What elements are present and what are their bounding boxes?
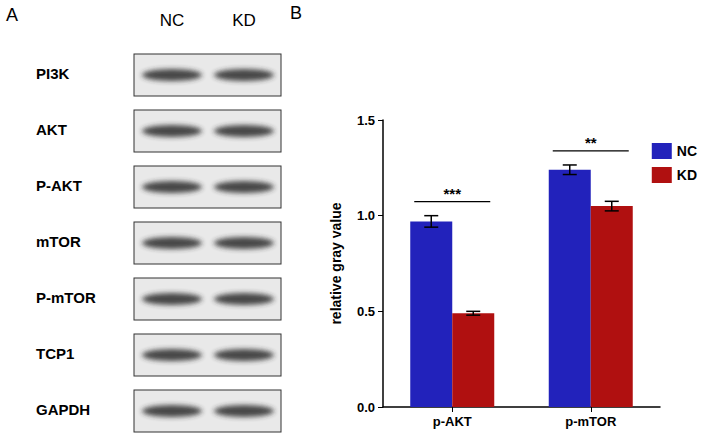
svg-text:1.0: 1.0: [357, 208, 375, 223]
svg-text:**: **: [585, 134, 597, 151]
svg-text:TCP1: TCP1: [36, 345, 74, 362]
svg-text:P-mTOR: P-mTOR: [36, 289, 96, 306]
svg-text:1.5: 1.5: [357, 113, 375, 128]
svg-text:A: A: [6, 5, 18, 25]
svg-text:KD: KD: [677, 167, 697, 183]
svg-text:PI3K: PI3K: [36, 65, 70, 82]
svg-text:B: B: [290, 3, 302, 23]
svg-text:GAPDH: GAPDH: [36, 401, 90, 418]
svg-text:p-mTOR: p-mTOR: [565, 414, 617, 429]
svg-text:0.5: 0.5: [357, 304, 375, 319]
svg-text:mTOR: mTOR: [36, 233, 81, 250]
svg-text:***: ***: [443, 185, 461, 202]
svg-text:0.0: 0.0: [357, 400, 375, 415]
svg-text:NC: NC: [160, 11, 185, 30]
svg-text:P-AKT: P-AKT: [36, 177, 82, 194]
svg-text:NC: NC: [677, 143, 697, 159]
svg-text:p-AKT: p-AKT: [433, 414, 472, 429]
svg-text:KD: KD: [232, 11, 256, 30]
svg-text:relative gray value: relative gray value: [328, 202, 344, 324]
svg-text:AKT: AKT: [36, 121, 67, 138]
